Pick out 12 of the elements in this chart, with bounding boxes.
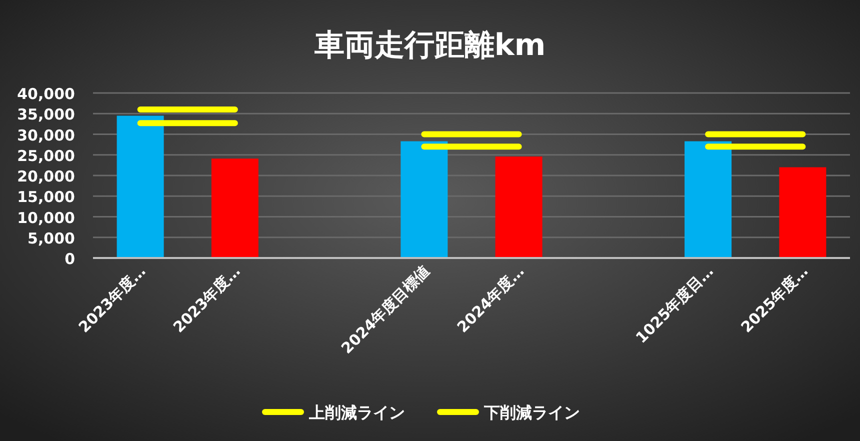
chart-title: 車両走行距離km xyxy=(313,28,546,63)
y-tick-label: 0 xyxy=(64,250,75,268)
y-tick-label: 5,000 xyxy=(28,229,75,248)
y-tick-label: 20,000 xyxy=(17,168,75,186)
y-tick-label: 30,000 xyxy=(17,126,75,144)
legend-label: 上削減ライン xyxy=(308,403,405,422)
y-tick-label: 35,000 xyxy=(17,106,75,124)
y-tick-label: 15,000 xyxy=(17,188,75,206)
y-tick-label: 10,000 xyxy=(17,208,75,227)
legend-label: 下削減ライン xyxy=(483,403,580,422)
y-tick-label: 25,000 xyxy=(17,146,75,165)
y-tick-label: 40,000 xyxy=(17,85,75,103)
